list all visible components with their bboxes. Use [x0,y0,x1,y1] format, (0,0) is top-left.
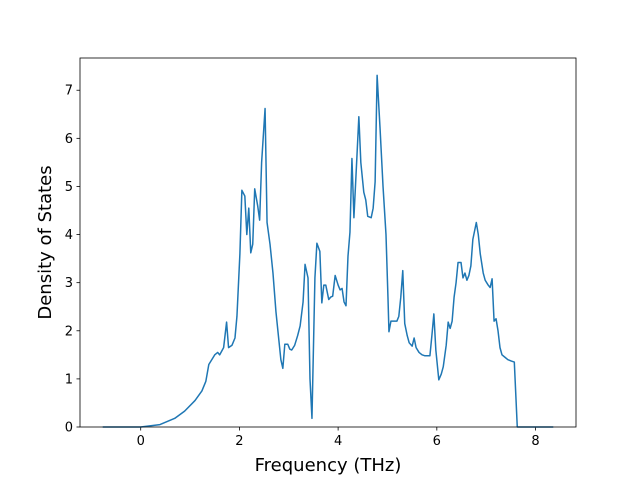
y-tick-label: 3 [65,276,73,291]
dos-line [102,74,554,428]
x-axis-label: Frequency (THz) [255,455,402,476]
y-tick-label: 6 [65,132,73,147]
y-tick-label: 4 [65,228,73,243]
y-tick-label: 2 [65,324,73,339]
y-tick-label: 0 [65,421,73,436]
y-axis-label: Density of States [35,165,56,319]
x-tick-label: 0 [137,434,145,449]
x-tick-label: 6 [433,434,441,449]
x-tick-label: 2 [235,434,243,449]
y-tick-label: 5 [65,180,73,195]
x-tick-label: 4 [334,434,342,449]
y-tick-label: 7 [65,84,73,99]
x-tick-label: 8 [531,434,539,449]
y-tick-label: 1 [65,372,73,387]
plot-frame [79,57,577,428]
